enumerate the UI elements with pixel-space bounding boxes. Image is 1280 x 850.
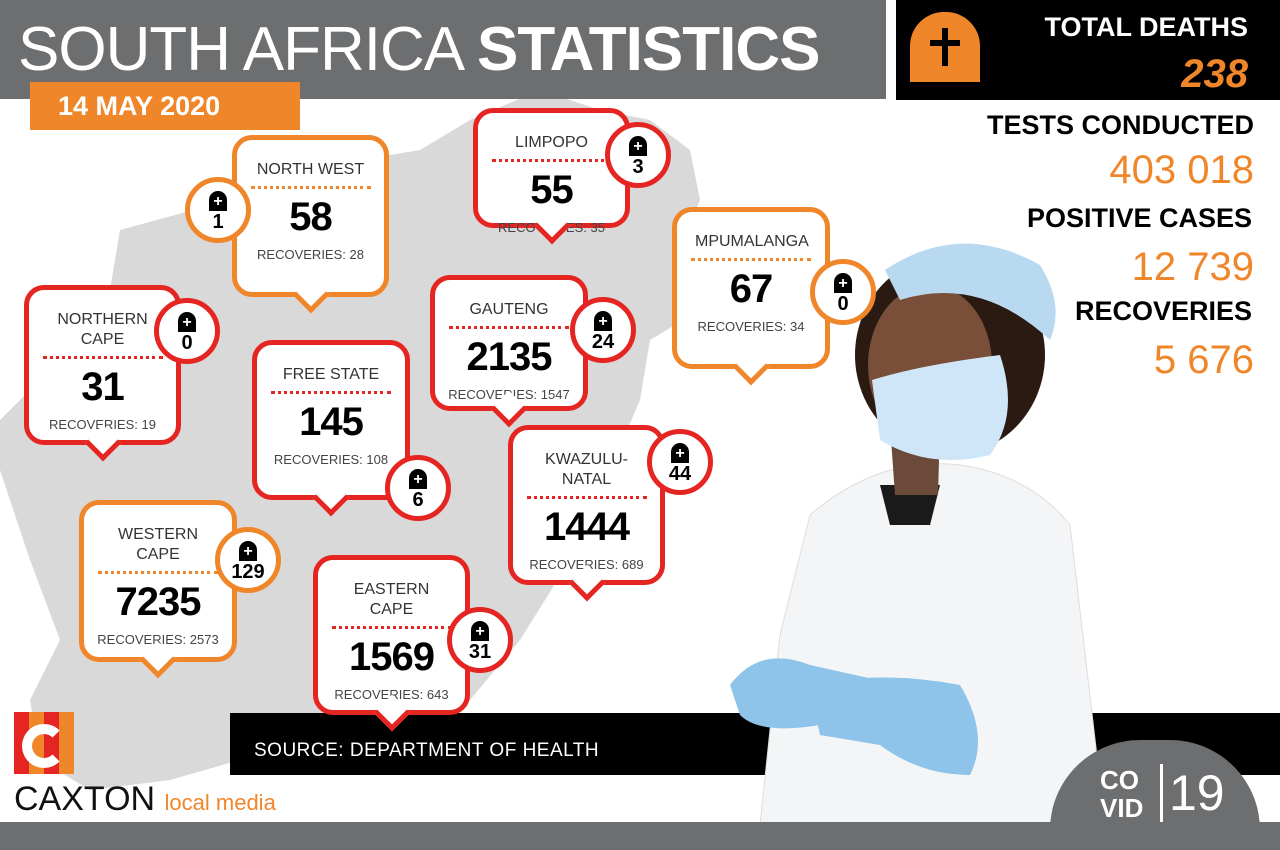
province-name: WESTERN CAPE [118,526,198,563]
province-deaths: 6 [412,489,424,511]
province-callout-north-west: NORTH WEST 58 RECOVERIES: 28 [232,135,389,314]
tombstone-icon: + [594,311,612,331]
province-cases: 2135 [466,335,553,379]
province-name: MPUMALANGA [695,233,809,250]
province-recoveries: RECOVERIES: 34 [697,319,805,334]
tombstone-icon: + [409,469,427,489]
province-deaths-badge: +24 [570,297,636,363]
tombstone-icon: + [239,541,257,561]
province-name: GAUTENG [469,301,549,318]
tombstone-icon [910,12,980,82]
province-deaths: 0 [837,293,849,315]
recoveries-value: 5 676 [1153,338,1254,382]
province-deaths-badge: +44 [647,429,713,495]
recoveries-label: RECOVERIES [1074,296,1252,326]
province-cases: 145 [299,400,364,444]
dotted-divider [271,391,391,394]
province-name: KWAZULU-NATAL [545,451,628,488]
province-deaths: 31 [468,641,492,663]
province-callout-northern-cape: NORTHERN CAPE 31 RECOVERIES: 19 [24,285,181,462]
province-deaths-badge: +31 [447,607,513,673]
province-cases: 58 [289,195,333,239]
province-name: NORTH WEST [256,161,365,178]
province-name: LIMPOPO [515,134,588,151]
province-name: NORTHERN CAPE [57,311,148,348]
province-callout-eastern-cape: EASTERN CAPE 1569 RECOVERIES: 643 [313,555,470,732]
tombstone-icon: + [471,621,489,641]
province-deaths: 24 [591,331,615,353]
province-callout-western-cape: WESTERN CAPE 7235 RECOVERIES: 2573 [79,500,237,679]
tombstone-icon: + [209,191,227,211]
province-callout-kwazulu-natal: KWAZULU-NATAL 1444 RECOVERIES: 689 [508,425,665,602]
province-cases: 1569 [349,635,435,679]
source-text: SOURCE: DEPARTMENT OF HEALTH [254,740,600,761]
province-cases: 67 [729,267,774,311]
province-deaths: 0 [181,332,193,354]
province-recoveries: RECOVERIES: 19 [49,417,156,432]
province-recoveries: RECOVERIES: 2573 [97,632,219,647]
province-name: FREE STATE [282,366,380,383]
total-deaths-panel: TOTAL DEATHS 238 [896,0,1280,100]
dotted-divider [449,326,569,329]
province-deaths-badge: +6 [385,455,451,521]
caxton-brand: CAXTON [14,780,156,818]
dotted-divider [526,496,647,499]
province-recoveries: RECOVERIES: 643 [334,687,449,702]
dotted-divider [491,159,612,162]
province-cases: 1444 [544,505,630,549]
covid-bottom-text: VID [1100,793,1144,823]
total-deaths-value: 238 [1181,52,1248,96]
dotted-divider [331,626,452,629]
dotted-divider [42,356,163,359]
dotted-divider [691,258,811,261]
tests-label: TESTS CONDUCTED [986,110,1254,140]
province-cases: 31 [81,365,125,409]
province-callout-mpumalanga: MPUMALANGA 67 RECOVERIES: 34 [672,207,830,386]
health-worker-image [730,243,1106,825]
dotted-divider [98,571,218,574]
province-recoveries: RECOVERIES: 108 [273,452,389,467]
dotted-divider [250,186,371,189]
province-deaths: 1 [212,211,224,233]
province-deaths: 44 [668,463,692,485]
province-callout-free-state: FREE STATE 145 RECOVERIES: 108 [252,340,410,517]
province-callout-gauteng: GAUTENG 2135 RECOVERIES: 1547 [430,275,588,428]
province-deaths-badge: +3 [605,122,671,188]
covid-num: 19 [1160,764,1225,822]
tests-value: 403 018 [1109,148,1254,192]
province-recoveries: RECOVERIES: 689 [529,557,644,572]
positive-value: 12 739 [1131,245,1254,289]
caxton-logo-mark [14,712,74,774]
covid-top-text: CO [1100,765,1139,795]
tombstone-icon: + [834,273,852,293]
province-cases: 7235 [115,580,202,624]
date-badge: 14 MAY 2020 [30,82,300,130]
tombstone-icon: + [178,312,196,332]
province-cases: 55 [530,168,574,212]
province-deaths-badge: +1 [185,177,251,243]
tombstone-icon: + [629,136,647,156]
province-deaths-badge: +129 [215,527,281,593]
province-callout-limpopo: LIMPOPO 55 RECOVERIES: 35 [473,108,630,245]
tombstone-icon: + [671,443,689,463]
positive-label: POSITIVE CASES [1026,203,1252,233]
province-name: EASTERN CAPE [353,581,430,618]
province-deaths: 129 [231,561,265,583]
province-deaths-badge: +0 [154,298,220,364]
province-deaths: 3 [632,156,644,178]
total-deaths-label: TOTAL DEATHS [1044,12,1248,42]
province-deaths-badge: +0 [810,259,876,325]
province-recoveries: RECOVERIES: 28 [257,247,364,262]
caxton-brand-sub: local media [164,790,276,815]
